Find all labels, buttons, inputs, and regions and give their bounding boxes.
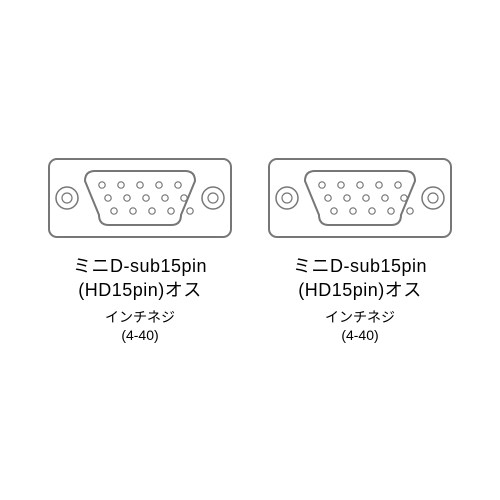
title-line2: (HD15pin)オス (298, 280, 422, 300)
dsub-connector-icon (45, 155, 235, 241)
title-line1: ミニD-sub15pin (73, 256, 207, 276)
title-line1: ミニD-sub15pin (293, 256, 427, 276)
connector-right: ミニD-sub15pin (HD15pin)オス インチネジ (4-40) (265, 155, 455, 344)
connector-subtitle: インチネジ (4-40) (105, 308, 175, 344)
connector-title: ミニD-sub15pin (HD15pin)オス (73, 255, 207, 302)
connector-left: ミニD-sub15pin (HD15pin)オス インチネジ (4-40) (45, 155, 235, 344)
sub-line1: インチネジ (105, 309, 175, 325)
connector-subtitle: インチネジ (4-40) (325, 308, 395, 344)
sub-line2: (4-40) (341, 327, 378, 343)
sub-line1: インチネジ (325, 309, 395, 325)
connector-title: ミニD-sub15pin (HD15pin)オス (293, 255, 427, 302)
diagram-container: ミニD-sub15pin (HD15pin)オス インチネジ (4-40) ミニ… (0, 0, 500, 500)
sub-line2: (4-40) (121, 327, 158, 343)
dsub-connector-icon (265, 155, 455, 241)
title-line2: (HD15pin)オス (78, 280, 202, 300)
